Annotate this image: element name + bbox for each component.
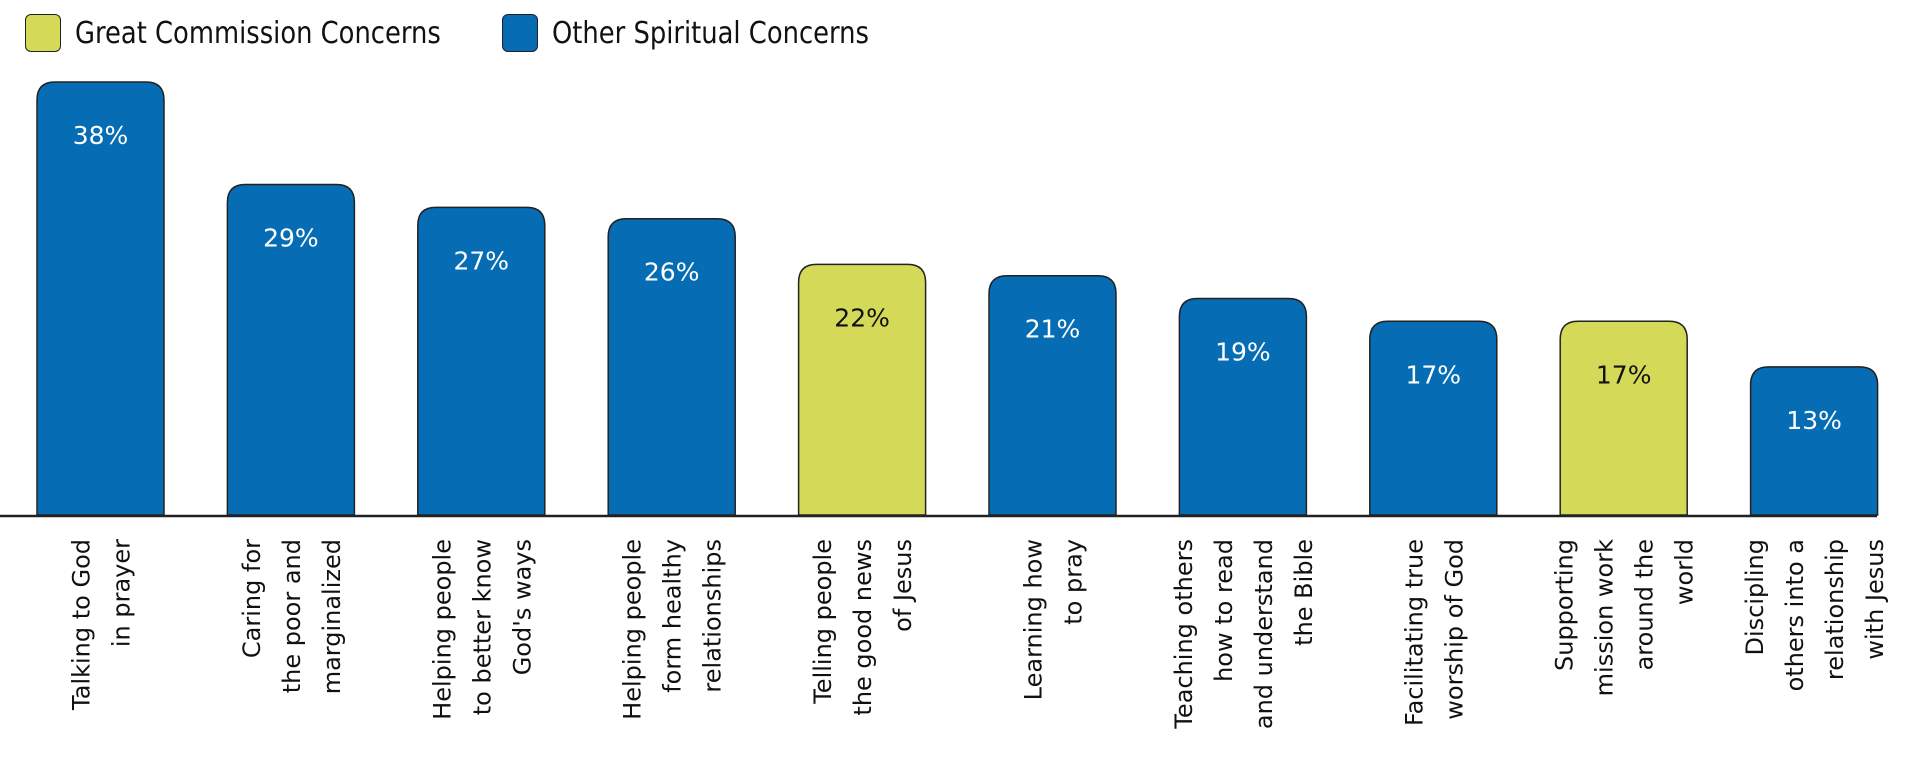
category-label: Teaching others xyxy=(1170,539,1198,730)
legend-item-other-spiritual: Other Spiritual Concerns xyxy=(502,14,921,52)
category-label: the poor and xyxy=(278,539,306,693)
category-label: Discipling xyxy=(1741,539,1769,656)
data-label: 17% xyxy=(1406,360,1462,389)
bar xyxy=(797,263,927,516)
category-label: the Bible xyxy=(1290,539,1318,646)
category-label: Telling people xyxy=(809,539,837,705)
data-label: 27% xyxy=(454,246,510,275)
legend-swatch-great-commission xyxy=(25,14,61,52)
data-label: 26% xyxy=(644,258,700,287)
category-label: with Jesus xyxy=(1861,539,1889,660)
data-label: 38% xyxy=(73,121,129,150)
bar xyxy=(1369,320,1498,516)
data-label: 19% xyxy=(1215,338,1271,367)
category-label: form healthy xyxy=(659,539,687,693)
bar xyxy=(988,274,1117,516)
category-label: God's ways xyxy=(508,539,536,675)
data-label: 22% xyxy=(834,303,890,332)
data-label: 17% xyxy=(1596,360,1652,389)
category-label: relationships xyxy=(699,539,727,693)
category-label: Facilitating true xyxy=(1400,539,1428,726)
category-label: the good news xyxy=(849,539,877,716)
category-label: to pray xyxy=(1060,539,1088,625)
bar xyxy=(1559,320,1688,516)
category-label: around the xyxy=(1631,539,1659,670)
category-label: Helping people xyxy=(619,539,647,720)
bar xyxy=(417,206,546,516)
legend-item-great-commission: Great Commission Concerns xyxy=(25,14,500,52)
data-label: 13% xyxy=(1786,406,1842,435)
bar xyxy=(607,217,736,516)
category-label: how to read xyxy=(1210,539,1238,682)
bar xyxy=(1749,366,1879,516)
category-label: to better know xyxy=(468,539,496,715)
category-label: of Jesus xyxy=(889,539,917,632)
category-label: others into a xyxy=(1781,539,1809,691)
category-label: world xyxy=(1671,539,1699,605)
category-label: Learning how xyxy=(1020,539,1048,700)
legend-label: Other Spiritual Concerns xyxy=(552,15,869,51)
category-label: marginalized xyxy=(318,539,346,694)
category-label: worship of God xyxy=(1440,539,1468,720)
legend-label: Great Commission Concerns xyxy=(75,15,441,51)
category-label: Talking to God xyxy=(68,539,96,711)
bar xyxy=(1178,297,1308,516)
bar xyxy=(226,183,356,516)
category-label: and understand xyxy=(1250,539,1278,729)
data-label: 21% xyxy=(1025,315,1081,344)
category-label: mission work xyxy=(1591,539,1619,696)
category-label: Helping people xyxy=(428,539,456,720)
bar xyxy=(36,81,165,516)
data-label: 29% xyxy=(263,224,319,253)
category-label: relationship xyxy=(1821,539,1849,680)
category-label: Caring for xyxy=(238,539,266,658)
category-label: in prayer xyxy=(108,539,136,647)
legend-swatch-other-spiritual xyxy=(502,14,538,52)
category-label: Supporting xyxy=(1551,539,1579,671)
